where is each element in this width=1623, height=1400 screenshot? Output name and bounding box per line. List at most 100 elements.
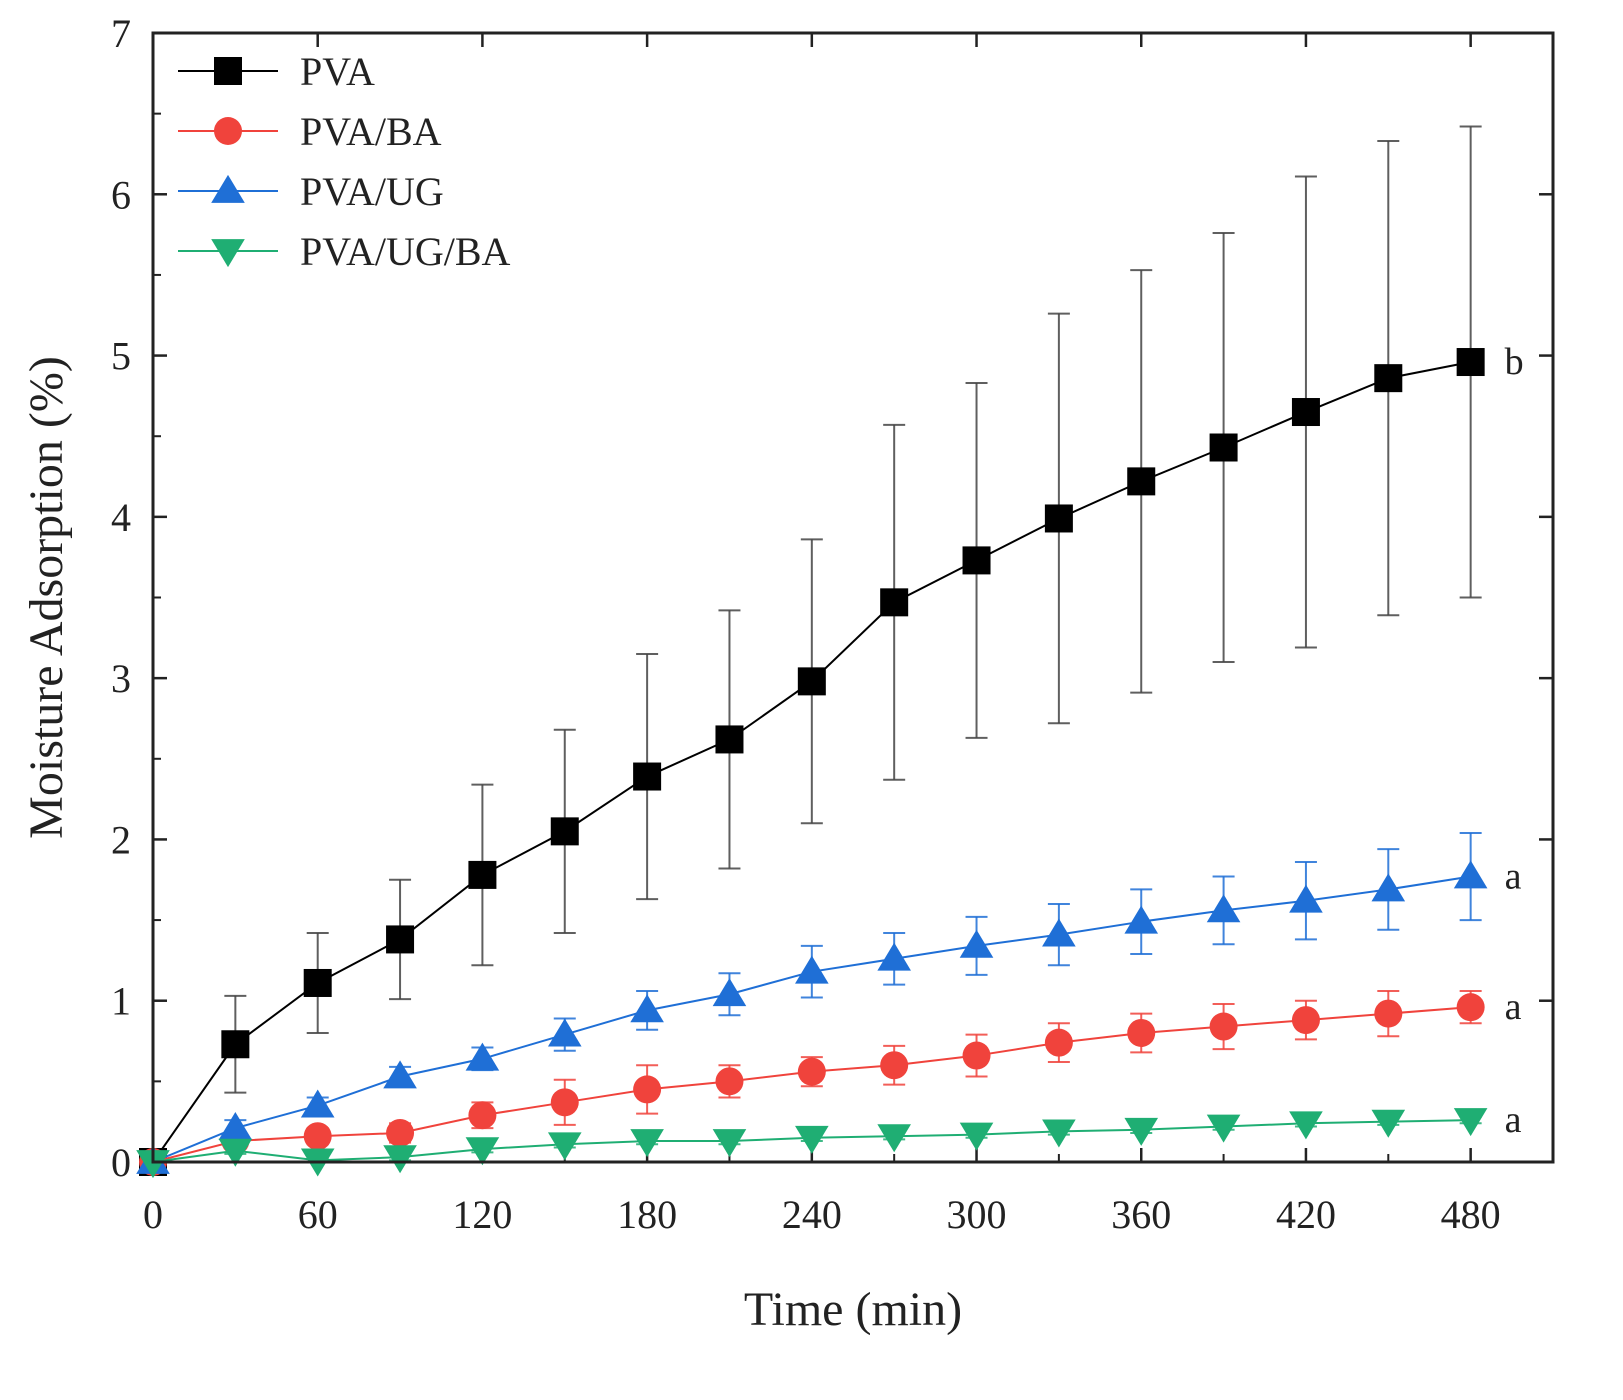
marker-triangle-up <box>1042 918 1076 947</box>
marker-circle <box>303 1122 332 1151</box>
marker-square <box>1291 398 1320 427</box>
marker-circle <box>880 1051 909 1080</box>
x-tick-label: 60 <box>298 1192 338 1237</box>
marker-square <box>962 546 991 575</box>
marker-circle <box>468 1101 497 1130</box>
marker-triangle-up <box>218 1112 253 1141</box>
marker-triangle-up <box>630 994 664 1023</box>
y-tick-label: 2 <box>111 817 131 862</box>
marker-triangle-down <box>1453 1108 1488 1137</box>
marker-square <box>797 667 826 696</box>
marker-circle <box>1127 1018 1156 1047</box>
legend-item: PVA/UG/BA <box>178 229 511 274</box>
marker-triangle-down <box>465 1137 500 1166</box>
legend-label: PVA/BA <box>300 109 442 154</box>
marker-square <box>214 57 242 85</box>
marker-square <box>1044 504 1073 533</box>
marker-triangle-up <box>1371 873 1406 902</box>
legend-item: PVA/BA <box>178 109 442 154</box>
marker-circle <box>214 117 242 145</box>
marker-triangle-down <box>547 1132 582 1161</box>
marker-square <box>386 925 415 954</box>
marker-triangle-up <box>877 942 911 971</box>
marker-square <box>303 968 332 997</box>
y-tick-label: 4 <box>111 495 131 540</box>
marker-circle <box>1374 999 1403 1028</box>
marker-circle <box>715 1067 744 1096</box>
x-tick-label: 420 <box>1276 1192 1336 1237</box>
marker-square <box>468 860 497 889</box>
marker-square <box>550 817 579 846</box>
legend-label: PVA <box>300 49 375 94</box>
series-pva-ug-ba: a <box>136 1099 1522 1179</box>
marker-triangle-down <box>1371 1109 1406 1138</box>
marker-triangle-up <box>1124 905 1159 934</box>
marker-triangle-up <box>712 978 747 1007</box>
marker-circle <box>1291 1006 1320 1035</box>
legend-label: PVA/UG/BA <box>300 229 511 274</box>
marker-triangle-down <box>1289 1111 1323 1140</box>
marker-triangle-down <box>1042 1119 1076 1148</box>
marker-square <box>1374 364 1403 393</box>
marker-triangle-up <box>795 955 829 984</box>
marker-square <box>1209 433 1238 462</box>
marker-triangle-down <box>630 1129 664 1158</box>
marker-circle <box>962 1041 991 1070</box>
y-tick-label: 6 <box>111 172 131 217</box>
legend: PVA PVA/BA PVA/UG PVA/UG/BA <box>178 49 511 274</box>
x-tick-label: 300 <box>947 1192 1007 1237</box>
plot-frame <box>151 31 1555 1164</box>
significance-letter: a <box>1505 986 1522 1028</box>
marker-triangle-down <box>211 239 245 268</box>
marker-triangle-up <box>1453 860 1488 889</box>
axes-ticks: 0 60 120 180 240 300 360 420 480 0 1 2 3 4 5 6 7 <box>111 11 1553 1237</box>
marker-circle <box>386 1118 415 1147</box>
y-tick-label: 3 <box>111 656 131 701</box>
y-tick-label: 0 <box>111 1140 131 1185</box>
marker-circle <box>1209 1012 1238 1041</box>
marker-circle <box>797 1057 826 1086</box>
significance-letter: b <box>1505 341 1524 383</box>
marker-square <box>1127 467 1156 496</box>
marker-triangle-down <box>712 1129 747 1158</box>
x-tick-label: 180 <box>617 1192 677 1237</box>
marker-circle <box>550 1088 579 1117</box>
y-tick-label: 7 <box>111 11 131 56</box>
marker-triangle-up <box>465 1042 500 1071</box>
series-group: b a a a <box>136 125 1524 1179</box>
y-tick-label: 1 <box>111 979 131 1024</box>
x-tick-label: 120 <box>452 1192 512 1237</box>
marker-triangle-up <box>300 1089 335 1118</box>
marker-circle <box>633 1075 662 1104</box>
y-tick-label: 5 <box>111 334 131 379</box>
marker-triangle-up <box>1206 894 1241 923</box>
significance-letter: a <box>1505 1099 1522 1141</box>
significance-letter: a <box>1505 856 1522 898</box>
marker-triangle-down <box>877 1124 911 1153</box>
marker-circle <box>1456 993 1485 1022</box>
legend-item: PVA/UG <box>178 169 444 214</box>
marker-triangle-up <box>547 1018 582 1047</box>
marker-triangle-down <box>383 1145 417 1174</box>
x-tick-label: 480 <box>1441 1192 1501 1237</box>
x-tick-label: 360 <box>1111 1192 1171 1237</box>
x-axis-title: Time (min) <box>744 1283 962 1336</box>
marker-square <box>715 725 744 754</box>
x-tick-label: 0 <box>143 1192 163 1237</box>
marker-triangle-down <box>1124 1117 1159 1146</box>
marker-triangle-up <box>959 929 994 958</box>
marker-circle <box>1044 1028 1073 1057</box>
marker-triangle-down <box>959 1122 994 1151</box>
marker-triangle-down <box>795 1125 829 1154</box>
marker-triangle-down <box>1206 1114 1241 1143</box>
series-pva-ug: a <box>136 831 1522 1174</box>
y-axis-title: Moisture Adsorption (%) <box>20 356 73 839</box>
marker-triangle-up <box>211 174 245 203</box>
marker-triangle-down <box>136 1150 170 1179</box>
legend-label: PVA/UG <box>300 169 444 214</box>
marker-square <box>880 588 909 617</box>
marker-triangle-up <box>1289 884 1323 913</box>
marker-triangle-up <box>383 1060 417 1089</box>
marker-triangle-down <box>218 1138 253 1167</box>
